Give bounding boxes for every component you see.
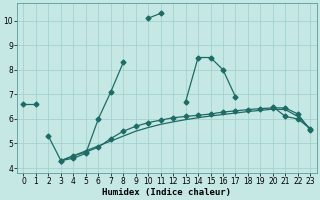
X-axis label: Humidex (Indice chaleur): Humidex (Indice chaleur)	[102, 188, 231, 197]
